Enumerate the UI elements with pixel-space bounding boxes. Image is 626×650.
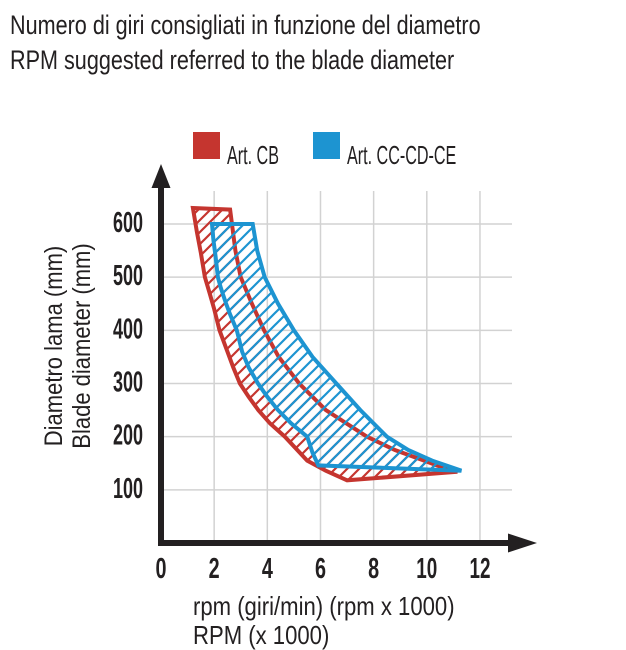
x-tick-label: 4 xyxy=(262,553,273,585)
y-axis-label: Diametro lama (mm) Blade diameter (mm) xyxy=(40,214,96,478)
x-axis-label-line1: rpm (giri/min) (rpm x 1000) xyxy=(193,591,455,621)
x-tick-label: 2 xyxy=(209,553,220,585)
y-axis-label-english: Blade diameter (mm) xyxy=(68,243,96,449)
x-tick-label: 12 xyxy=(469,553,490,585)
legend-swatch-art-cc-cd-ce xyxy=(313,132,340,159)
chart-title: Numero di giri consigliati in funzione d… xyxy=(10,8,598,78)
x-tick-label: 8 xyxy=(368,553,379,585)
x-tick-label: 10 xyxy=(416,553,437,585)
band-art-cc-cd-ce xyxy=(209,222,463,473)
x-tick-label: 0 xyxy=(156,553,167,585)
y-tick-label: 300 xyxy=(113,366,143,398)
y-tick-label: 500 xyxy=(113,260,143,292)
axes xyxy=(158,184,510,546)
x-tick-label: 6 xyxy=(315,553,326,585)
legend-swatch-art-cb xyxy=(193,132,220,159)
chart-title-line-english: RPM suggested referred to the blade diam… xyxy=(10,45,455,75)
legend-label-art-cb: Art. CB xyxy=(227,140,279,170)
y-tick-label: 100 xyxy=(113,473,143,505)
y-axis-arrow-icon xyxy=(151,164,171,188)
x-axis-label-line2: RPM (x 1000) xyxy=(193,620,330,650)
x-tick-labels: 0 2 4 6 8 10 12 xyxy=(156,553,491,585)
legend-label-art-cc-cd-ce: Art. CC-CD-CE xyxy=(347,140,457,170)
y-tick-label: 200 xyxy=(113,420,143,452)
y-axis-label-italian: Diametro lama (mm) xyxy=(40,245,68,447)
x-axis-label: rpm (giri/min) (rpm x 1000) RPM (x 1000) xyxy=(193,592,501,650)
y-tick-label: 600 xyxy=(113,207,143,239)
y-tick-label: 400 xyxy=(113,313,143,345)
chart-title-line-italian: Numero di giri consigliati in funzione d… xyxy=(10,10,481,40)
x-axis-arrow-icon xyxy=(508,533,537,553)
y-tick-labels: 100 200 300 400 500 600 xyxy=(113,207,143,505)
